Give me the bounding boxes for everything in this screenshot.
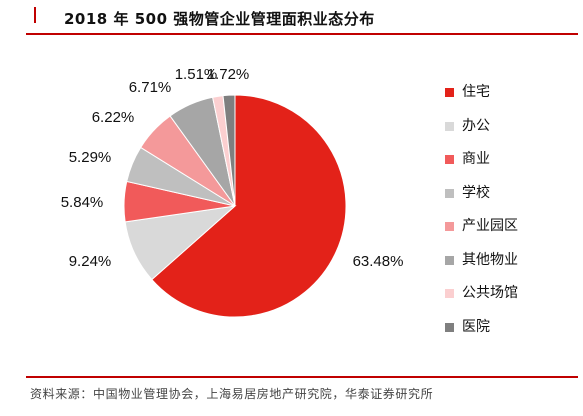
legend-item-5: 产业园区 [445, 216, 565, 250]
legend-swatch [445, 121, 454, 131]
bottom-rule [26, 376, 578, 378]
legend-item-7: 公共场馆 [445, 283, 565, 317]
pie-labels: 63.48% 9.24% 5.84% 5.29% 6.22% 6.71%1.51%1.72… [61, 66, 404, 270]
chart-title: 2018 年 500 强物管企业管理面积业态分布 [64, 10, 375, 28]
data-label-5: 6.22% [92, 109, 135, 126]
legend-swatch [445, 188, 454, 198]
top-rule [26, 33, 578, 35]
title-row: 2018 年 500 强物管企业管理面积业态分布 [0, 0, 583, 30]
legend-swatch [445, 88, 454, 97]
data-label-2: 9.24% [69, 253, 112, 270]
legend-label: 学校 [462, 184, 490, 201]
legend-swatch [445, 222, 454, 231]
legend-label: 医院 [462, 318, 490, 335]
legend: 住宅办公商业学校产业园区其他物业公共场馆医院 [445, 82, 565, 350]
pie-slice-8 [222, 94, 236, 207]
data-label-1: 63.48% [353, 253, 404, 270]
legend-swatch [445, 155, 454, 164]
legend-label: 办公 [462, 117, 490, 134]
legend-label: 其他物业 [462, 251, 518, 268]
data-label-8: 1.72% [207, 66, 250, 83]
legend-label: 产业园区 [462, 218, 518, 234]
data-label-6: 6.71% [129, 79, 172, 96]
legend-item-6: 其他物业 [445, 250, 565, 284]
data-label-4: 5.29% [69, 149, 112, 166]
legend-item-3: 商业 [445, 149, 565, 183]
legend-item-8: 医院 [445, 317, 565, 351]
legend-label: 商业 [462, 151, 490, 167]
legend-item-4: 学校 [445, 183, 565, 217]
legend-swatch [445, 255, 454, 265]
title-mark [34, 7, 36, 23]
data-label-3: 5.84% [61, 194, 104, 211]
legend-item-2: 办公 [445, 116, 565, 150]
legend-item-1: 住宅 [445, 82, 565, 116]
source-note: 资料来源：中国物业管理协会，上海易居房地产研究院，华泰证券研究所 [30, 387, 434, 401]
legend-swatch [445, 322, 454, 332]
pie-slice-1 [151, 94, 347, 318]
legend-label: 公共场馆 [462, 285, 518, 301]
legend-label: 住宅 [462, 84, 490, 100]
pie-slices [123, 94, 347, 318]
legend-swatch [445, 289, 454, 298]
data-label-7: 1.51% [175, 66, 218, 83]
